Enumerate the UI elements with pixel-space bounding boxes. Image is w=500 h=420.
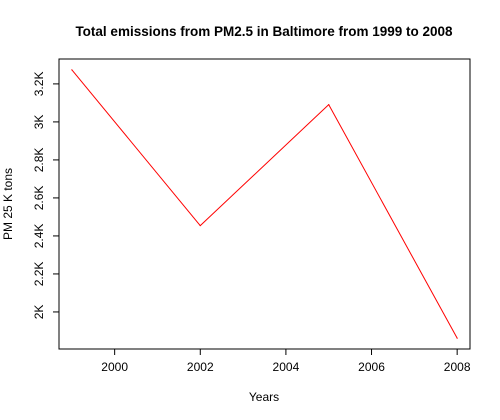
data-point [199,225,201,227]
series-line-segment [199,104,330,227]
data-point [71,69,73,71]
x-axis: 2000 2002 2004 2006 2008 [101,349,471,374]
y-tick-label: 2.8K [32,148,46,173]
x-axis-label: Years [249,390,279,404]
y-axis-label: PM 25 K tons [1,168,15,240]
x-tick-label: 2004 [273,360,300,374]
plot-area-frame [58,58,471,350]
y-tick-label: 3K [32,115,46,130]
series-line-segment [328,104,458,339]
data-point [328,104,330,106]
series-layer [71,69,458,339]
y-axis: 2K 2.2K 2.4K 2.6K 2.8K 3K 3.2K [32,72,59,320]
x-tick-label: 2002 [187,360,214,374]
y-tick-label: 2K [32,305,46,320]
x-tick-label: 2008 [444,360,471,374]
chart-title: Total emissions from PM2.5 in Baltimore … [75,24,453,39]
y-tick-label: 2.2K [32,262,46,287]
x-tick-label: 2000 [101,360,128,374]
data-point [456,337,458,339]
y-tick-label: 2.4K [32,224,46,249]
y-tick-label: 3.2K [32,72,46,97]
y-tick-label: 2.6K [32,186,46,211]
series-line-segment [71,69,201,226]
x-tick-label: 2006 [358,360,385,374]
